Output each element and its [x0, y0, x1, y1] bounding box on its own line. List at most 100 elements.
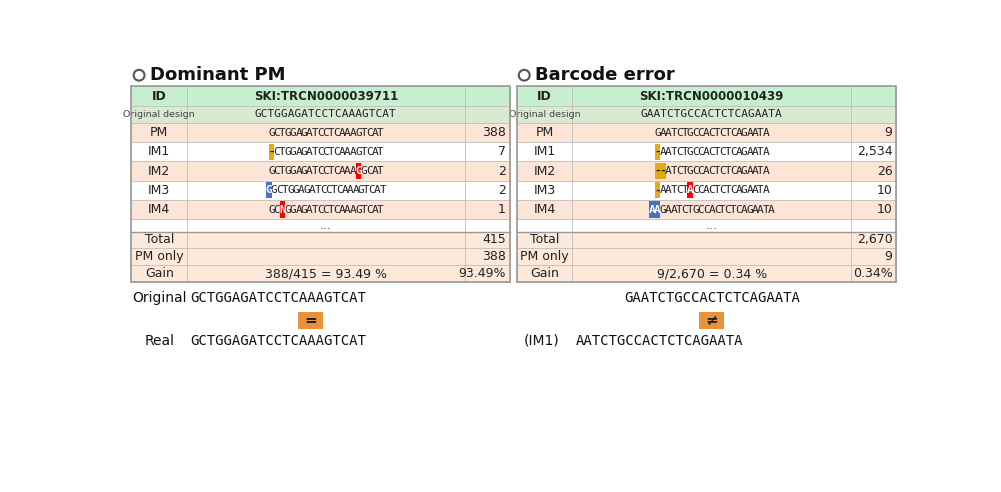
Text: T: T	[311, 205, 318, 215]
Text: Original: Original	[132, 291, 186, 305]
Text: A: A	[347, 185, 353, 195]
Text: T: T	[279, 147, 286, 157]
Text: C: C	[725, 205, 732, 215]
Bar	[851, 265, 896, 282]
Text: Dominant PM: Dominant PM	[150, 66, 285, 84]
Text: C: C	[317, 147, 323, 157]
Bar	[851, 181, 896, 200]
Text: T: T	[311, 127, 318, 138]
Text: Original design: Original design	[123, 110, 195, 119]
Text: G: G	[687, 166, 694, 176]
Bar	[464, 265, 510, 282]
Text: T: T	[714, 166, 721, 176]
Text: A: A	[660, 147, 667, 157]
Bar	[131, 86, 510, 282]
Bar	[573, 232, 851, 248]
Text: 2: 2	[497, 184, 506, 197]
Bar	[187, 142, 464, 161]
Text: G: G	[268, 205, 275, 215]
Text: A: A	[687, 185, 694, 195]
Text: 388: 388	[481, 126, 506, 139]
Text: C: C	[730, 166, 737, 176]
Text: A: A	[306, 205, 313, 215]
Text: A: A	[703, 147, 710, 157]
Text: 9: 9	[885, 250, 892, 263]
Text: 415: 415	[481, 234, 506, 246]
Text: -: -	[268, 147, 275, 157]
Text: Barcode error: Barcode error	[536, 66, 675, 84]
Text: G: G	[360, 166, 367, 176]
Text: IM2: IM2	[148, 165, 170, 178]
Bar	[573, 248, 851, 265]
Text: C: C	[714, 205, 721, 215]
Text: A: A	[703, 185, 710, 195]
Text: G: G	[355, 166, 361, 176]
Text: 388: 388	[481, 250, 506, 263]
Text: G: G	[303, 185, 310, 195]
Text: T: T	[714, 147, 721, 157]
Text: A: A	[763, 127, 770, 138]
Text: A: A	[295, 205, 302, 215]
Text: Total: Total	[530, 234, 560, 246]
Text: G: G	[290, 205, 296, 215]
Text: C: C	[720, 185, 726, 195]
Text: A: A	[298, 185, 305, 195]
Text: -: -	[655, 185, 661, 195]
Bar	[517, 142, 573, 161]
Text: T: T	[311, 147, 318, 157]
Text: Original design: Original design	[509, 110, 581, 119]
Bar	[187, 248, 464, 265]
Bar	[851, 248, 896, 265]
Text: IM1: IM1	[148, 145, 170, 158]
Text: G: G	[290, 147, 296, 157]
Text: 0.34%: 0.34%	[853, 267, 892, 280]
Text: A: A	[655, 205, 661, 215]
Bar	[131, 265, 187, 282]
Text: C: C	[676, 185, 683, 195]
Text: ID: ID	[537, 90, 552, 102]
Text: T: T	[328, 127, 334, 138]
Text: T: T	[714, 185, 721, 195]
Text: C: C	[709, 147, 715, 157]
Bar	[269, 144, 274, 160]
Text: C: C	[676, 166, 683, 176]
Bar	[131, 200, 187, 219]
Bar	[187, 265, 464, 282]
Text: C: C	[698, 147, 705, 157]
Text: C: C	[698, 127, 705, 138]
Text: C: C	[698, 205, 705, 215]
Text: A: A	[703, 166, 710, 176]
Bar	[851, 232, 896, 248]
Text: C: C	[366, 166, 372, 176]
Text: IM2: IM2	[534, 165, 556, 178]
Bar	[851, 200, 896, 219]
Text: PM: PM	[150, 126, 168, 139]
Text: 9: 9	[885, 126, 892, 139]
Text: =: =	[304, 312, 316, 328]
Text: GCTGGAGATCCTCAAAGTCAT: GCTGGAGATCCTCAAAGTCAT	[190, 291, 366, 305]
Text: A: A	[295, 147, 302, 157]
Text: A: A	[752, 205, 759, 215]
Text: A: A	[371, 166, 378, 176]
Text: T: T	[314, 185, 321, 195]
Text: T: T	[671, 147, 678, 157]
Bar	[131, 86, 187, 106]
Text: C: C	[366, 127, 372, 138]
Text: C: C	[692, 185, 699, 195]
Text: T: T	[763, 205, 770, 215]
Text: PM: PM	[536, 126, 554, 139]
Text: C: C	[333, 127, 340, 138]
Text: T: T	[376, 127, 383, 138]
Text: G: G	[660, 205, 667, 215]
Bar	[661, 163, 666, 179]
Text: T: T	[328, 205, 334, 215]
Text: C: C	[322, 205, 329, 215]
Text: A: A	[295, 166, 302, 176]
Text: G: G	[287, 185, 294, 195]
Bar	[517, 265, 573, 282]
Text: T: T	[311, 166, 318, 176]
Bar	[131, 123, 187, 142]
Bar	[517, 161, 573, 181]
Bar	[700, 311, 724, 329]
Text: 2,670: 2,670	[857, 234, 892, 246]
